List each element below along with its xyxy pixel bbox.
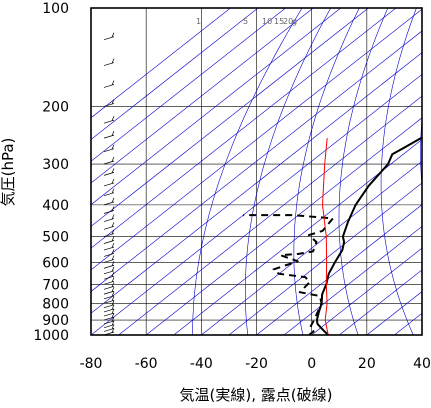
series-layer bbox=[243, 136, 422, 335]
label-layer: -80 -60 -40 -20 0 20 40 100 200 300 400 500 600 700 80… bbox=[33, 1, 431, 372]
x-tick-label: 0 bbox=[307, 356, 316, 372]
isotherm-line bbox=[91, 8, 397, 249]
y-tick-label: 200 bbox=[42, 99, 69, 115]
isotherm-line bbox=[91, 8, 286, 162]
y-tick-label: 800 bbox=[42, 296, 69, 312]
plot-frame bbox=[90, 7, 423, 336]
isotherm-line bbox=[91, 8, 314, 184]
dewpoint-line bbox=[243, 214, 334, 335]
x-axis-title: 気温(実線), 露点(破線) bbox=[180, 386, 333, 404]
wind-barb-flag bbox=[111, 320, 115, 326]
wind-barb-flag bbox=[111, 178, 115, 184]
y-tick-label: 100 bbox=[42, 1, 69, 17]
isotherm-line bbox=[91, 8, 259, 140]
y-tick-label: 300 bbox=[42, 157, 69, 173]
wind-barb-flag bbox=[111, 296, 115, 301]
y-tick-label: 500 bbox=[42, 230, 69, 246]
y-tick-label: 400 bbox=[42, 198, 69, 214]
isotherm-line bbox=[91, 30, 422, 292]
dry-adiabat-line bbox=[338, 8, 389, 335]
y-tick-label: 900 bbox=[42, 313, 69, 329]
wind-barb-flag bbox=[111, 282, 115, 287]
wind-barb-flag bbox=[111, 308, 115, 314]
isotherm-line bbox=[91, 8, 231, 119]
isotherm-line bbox=[91, 73, 422, 335]
dry-adiabat-line bbox=[245, 8, 331, 335]
wind-barb-flag bbox=[111, 206, 115, 212]
wind-barb-flag bbox=[111, 300, 115, 306]
x-tick-label: -40 bbox=[190, 356, 213, 372]
isotherm-line bbox=[256, 204, 422, 335]
wind-barb-flag bbox=[111, 58, 115, 64]
wind-barb-flag bbox=[111, 266, 115, 272]
wind-barb-flag bbox=[111, 214, 115, 220]
x-tick-label: 40 bbox=[413, 356, 431, 372]
x-tick-label: -20 bbox=[245, 356, 268, 372]
wind-barb-flag bbox=[111, 229, 115, 235]
wind-barb-flag bbox=[111, 255, 115, 261]
wind-barb-flag bbox=[111, 116, 115, 121]
wind-barb-flag bbox=[111, 304, 115, 310]
isotherm-line bbox=[91, 8, 422, 271]
isotherm-line bbox=[145, 117, 422, 335]
y-tick-label: 1000 bbox=[33, 328, 69, 344]
wind-barb-flag bbox=[111, 32, 115, 38]
wind-barb-flag bbox=[111, 156, 115, 162]
wind-barb-flag bbox=[111, 261, 115, 266]
isotherm-line bbox=[339, 269, 422, 335]
mixing-ratio-label: 10 bbox=[262, 17, 272, 26]
x-tick-label: -80 bbox=[80, 356, 103, 372]
wind-barb-flag bbox=[111, 316, 115, 322]
wind-barb-flag bbox=[111, 222, 115, 227]
temperature-line bbox=[315, 136, 422, 335]
isotherm-line bbox=[311, 247, 422, 335]
y-axis-title: 気圧(hPa) bbox=[0, 138, 17, 207]
wind-barb-flag bbox=[111, 277, 115, 282]
wind-barbs bbox=[103, 8, 115, 335]
isotherm-line bbox=[118, 95, 422, 335]
grid-layer bbox=[91, 8, 422, 335]
isotherm-line bbox=[228, 182, 422, 335]
dry-adiabat-line bbox=[380, 8, 417, 335]
mixing-ratio-label: 5 bbox=[243, 17, 248, 26]
dry-adiabat-line bbox=[293, 8, 360, 335]
wind-barb-flag bbox=[111, 130, 115, 136]
mixing-ratio-label: g bbox=[292, 17, 297, 26]
wind-barb-flag bbox=[111, 197, 115, 203]
mixing-ratio-label: 20 bbox=[283, 17, 293, 26]
wind-barb-flag bbox=[111, 287, 115, 292]
mixing-ratio-label: 1 bbox=[196, 17, 201, 26]
x-tick-label: -60 bbox=[135, 356, 158, 372]
dry-adiabat-line bbox=[192, 8, 303, 335]
y-tick-label: 700 bbox=[42, 277, 69, 293]
isotherm-line bbox=[91, 8, 341, 206]
wind-barb-flag bbox=[111, 272, 115, 277]
parcel-line bbox=[322, 138, 329, 335]
wind-barb-flag bbox=[111, 249, 115, 255]
mixing-ratio-label: 15 bbox=[274, 17, 284, 26]
x-tick-label: 20 bbox=[358, 356, 376, 372]
isotherm-line bbox=[283, 226, 422, 335]
isotherm-line bbox=[91, 52, 422, 314]
isotherm-line bbox=[201, 160, 422, 335]
wind-barb-flag bbox=[111, 188, 115, 194]
wind-barb-flag bbox=[111, 242, 115, 248]
isotherm-line bbox=[91, 8, 369, 227]
wind-barb-flag bbox=[111, 168, 115, 174]
wind-barb-flag bbox=[111, 312, 115, 318]
y-tick-label: 600 bbox=[42, 255, 69, 271]
wind-barb-flag bbox=[111, 291, 115, 297]
wind-barb-flag bbox=[111, 144, 115, 150]
wind-barb-flag bbox=[111, 236, 115, 242]
wind-barb-flag bbox=[111, 99, 115, 105]
wind-barb-flag bbox=[111, 80, 115, 86]
